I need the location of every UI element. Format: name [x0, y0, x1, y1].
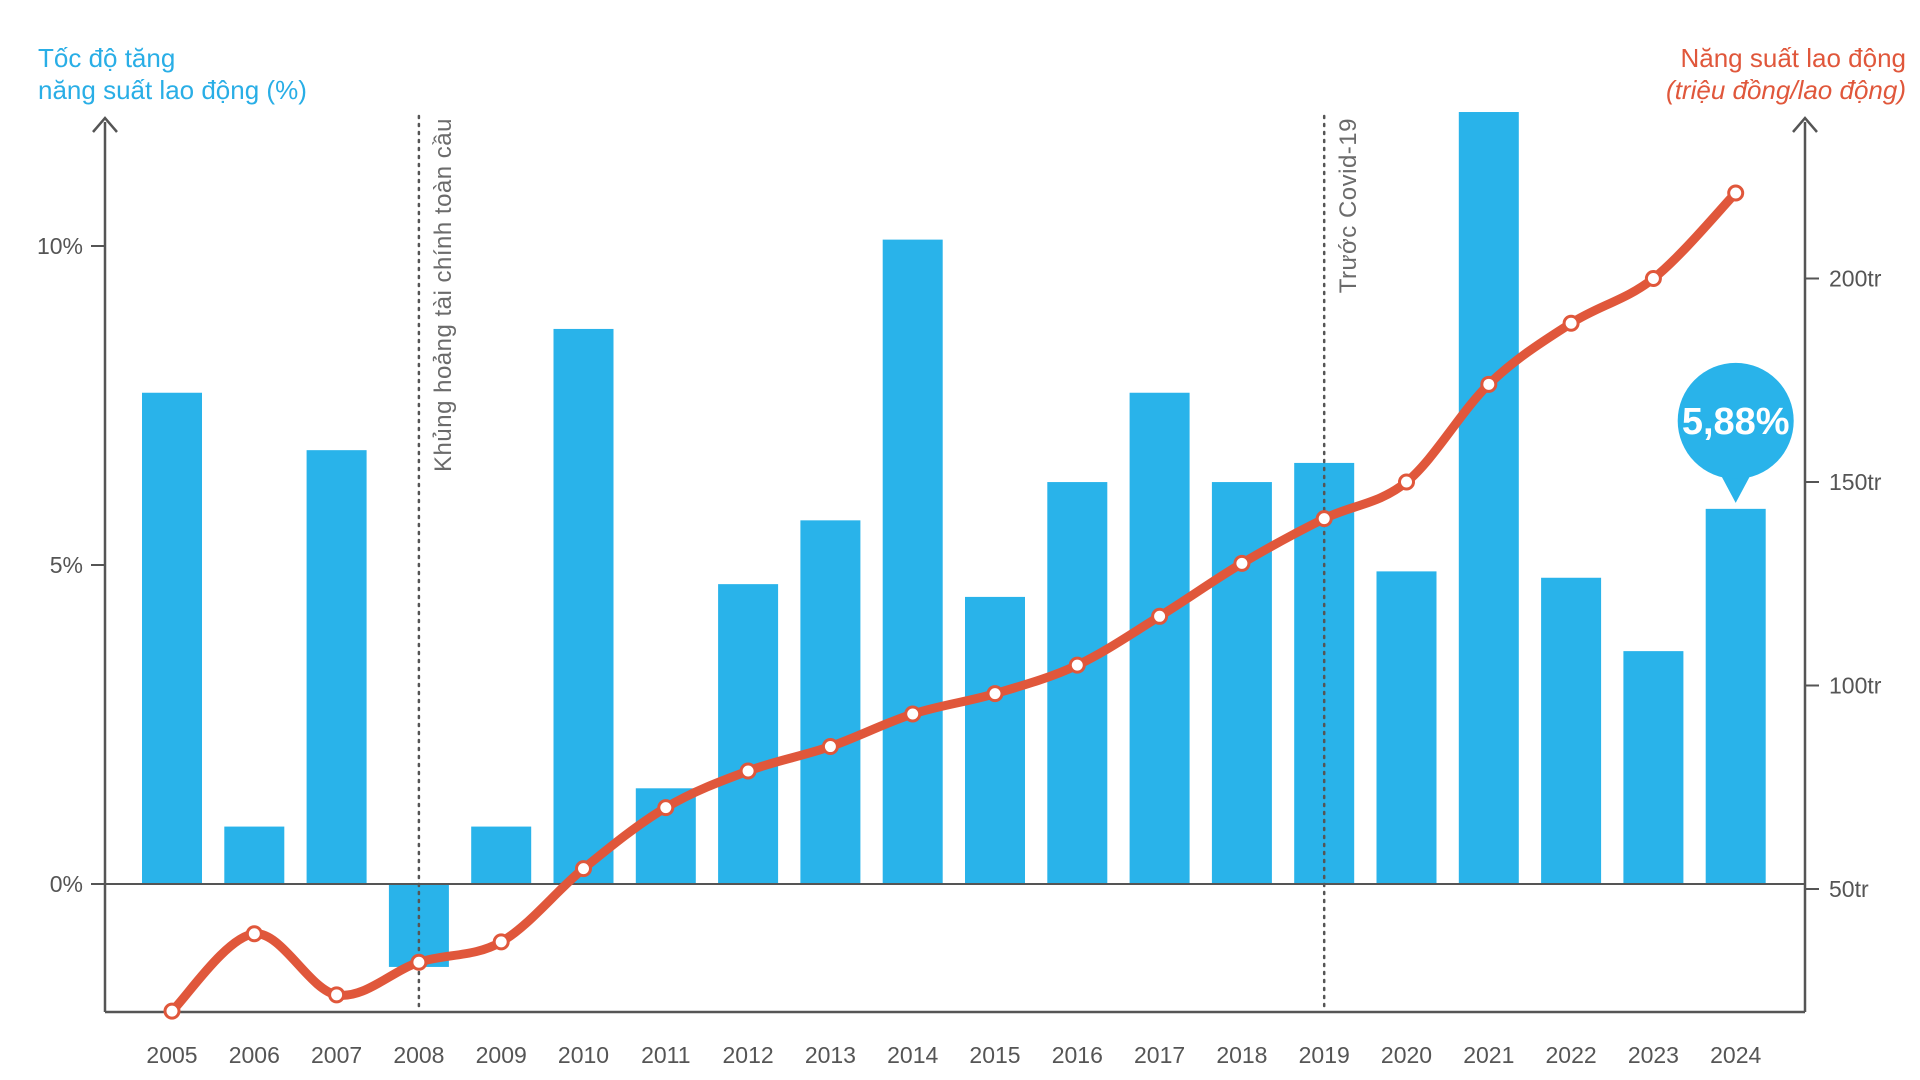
bar-2012 — [718, 584, 779, 884]
bar-series — [142, 112, 1766, 967]
bar-2005 — [142, 392, 202, 884]
left-tick-label: 5% — [50, 552, 83, 578]
line-point-2005 — [163, 1002, 181, 1020]
line-point-2018 — [1233, 554, 1251, 572]
right-axis-title-line1: Năng suất lao động — [1680, 43, 1906, 73]
x-tick-label-2008: 2008 — [393, 1042, 444, 1068]
line-series — [163, 184, 1745, 1020]
x-tick-label-2017: 2017 — [1134, 1042, 1185, 1068]
x-tick-label-2007: 2007 — [311, 1042, 362, 1068]
bar-2006 — [224, 826, 285, 884]
x-tick-label-2016: 2016 — [1052, 1042, 1103, 1068]
right-tick-label: 100tr — [1829, 673, 1882, 699]
left-tick-label: 0% — [50, 871, 83, 897]
line-point-2008 — [410, 953, 428, 971]
bar-2007 — [306, 450, 367, 884]
bar-2023 — [1623, 651, 1684, 884]
right-axis-arrow — [1792, 116, 1818, 133]
bar-2017 — [1129, 392, 1190, 884]
line-point-2012 — [739, 762, 757, 780]
x-tick-label-2021: 2021 — [1463, 1042, 1514, 1068]
x-tick-label-2010: 2010 — [558, 1042, 609, 1068]
bar-2013 — [800, 520, 861, 884]
line-point-2021 — [1480, 375, 1498, 393]
line-point-2019 — [1315, 510, 1333, 528]
bar-2022 — [1541, 577, 1602, 884]
x-tick-label-2024: 2024 — [1710, 1042, 1761, 1068]
x-tick-label-2006: 2006 — [229, 1042, 280, 1068]
bar-2010 — [553, 328, 614, 884]
annotation-label-2008: Khủng hoảng tài chính toàn cầu — [430, 118, 457, 472]
x-tick-label-2019: 2019 — [1299, 1042, 1350, 1068]
line-point-2013 — [821, 738, 839, 756]
bar-2015 — [965, 596, 1025, 884]
line-point-2015 — [986, 685, 1004, 703]
left-axis-arrow — [92, 116, 118, 133]
bar-2021 — [1458, 112, 1519, 884]
annotations: Khủng hoảng tài chính toàn cầu Trước Covi… — [417, 114, 1362, 1014]
line-point-2016 — [1068, 656, 1086, 674]
left-axis-title-line1: Tốc độ tăng — [38, 43, 176, 73]
x-tick-label-2009: 2009 — [476, 1042, 527, 1068]
x-tick-label-2022: 2022 — [1546, 1042, 1597, 1068]
bar-2020 — [1376, 571, 1437, 884]
x-tick-label-2018: 2018 — [1216, 1042, 1267, 1068]
line-point-2020 — [1398, 473, 1415, 491]
annotation-label-2019: Trước Covid-19 — [1335, 118, 1362, 293]
right-axis-title: Năng suất lao động (triệu đồng/lao động) — [1666, 42, 1906, 106]
bar-2018 — [1211, 482, 1272, 884]
bar-2024 — [1705, 508, 1766, 884]
callout-bubble: 5,88% — [1677, 362, 1794, 503]
line-point-2017 — [1151, 607, 1169, 625]
line-point-2014 — [904, 705, 922, 723]
tick-labels: 0% 5% 10% 50tr 100tr 150tr 200tr 2005 2006 2007 20… — [37, 233, 1882, 1068]
bar-2014 — [882, 239, 943, 884]
line-point-2023 — [1644, 270, 1662, 287]
x-tick-label-2014: 2014 — [887, 1042, 938, 1068]
x-tick-label-2015: 2015 — [969, 1042, 1020, 1068]
x-tick-label-2023: 2023 — [1628, 1042, 1679, 1068]
left-axis-title: Tốc độ tăng năng suất lao động (%) — [38, 42, 307, 106]
line-point-2006 — [245, 925, 263, 943]
left-axis-title-line2: năng suất lao động (%) — [38, 75, 307, 105]
line-point-2011 — [657, 799, 675, 817]
line-point-2010 — [575, 860, 592, 878]
x-tick-label-2012: 2012 — [723, 1042, 774, 1068]
bar-2016 — [1047, 482, 1108, 884]
bar-2009 — [471, 826, 532, 884]
callout-label: 5,88% — [1682, 401, 1790, 443]
callout-circle — [1677, 362, 1794, 479]
x-tick-label-2020: 2020 — [1381, 1042, 1432, 1068]
right-tick-label: 200tr — [1829, 266, 1882, 292]
line-point-2024 — [1727, 184, 1745, 202]
left-tick-label: 10% — [37, 233, 83, 259]
callout-pointer — [1719, 472, 1752, 503]
right-tick-label: 50tr — [1829, 876, 1869, 902]
axes — [92, 116, 1818, 1014]
right-tick-label: 150tr — [1829, 469, 1882, 495]
line-point-2009 — [492, 933, 510, 951]
x-tick-label-2013: 2013 — [805, 1042, 856, 1068]
x-tick-label-2011: 2011 — [641, 1042, 690, 1068]
line-point-2007 — [328, 986, 346, 1004]
right-axis-title-unit: (triệu đồng/lao động) — [1666, 75, 1906, 105]
line-point-2022 — [1562, 314, 1580, 332]
x-tick-label-2005: 2005 — [146, 1042, 197, 1068]
